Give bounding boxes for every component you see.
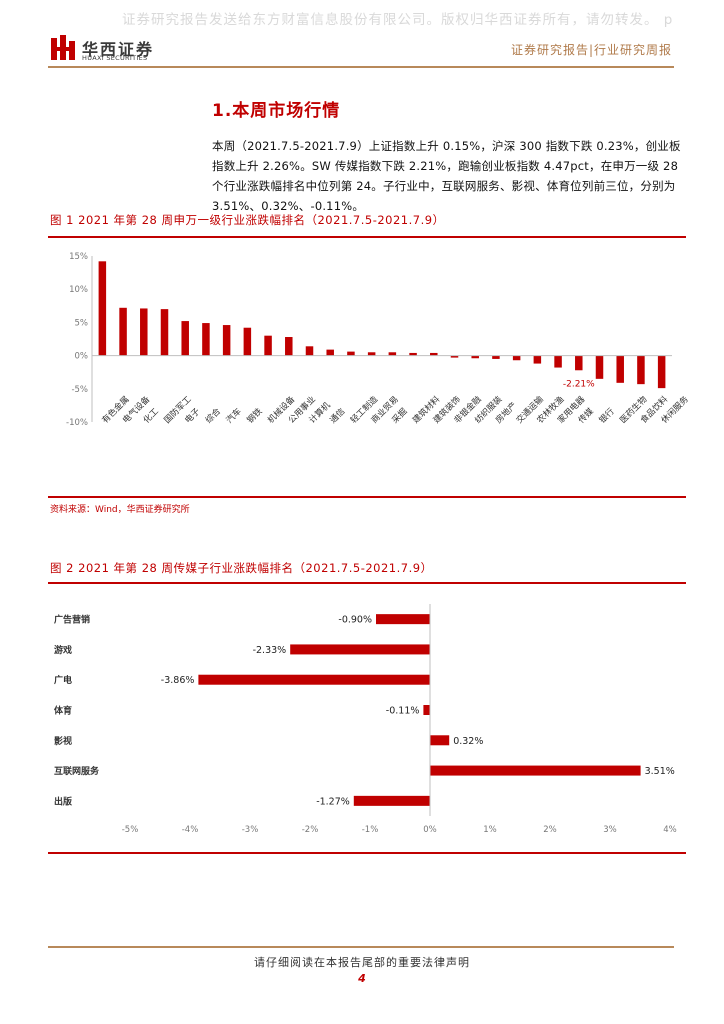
figure1-source: 资料来源：Wind，华西证券研究所 — [50, 505, 190, 515]
industry-bar — [98, 261, 107, 356]
x-tick-label: -2% — [302, 825, 319, 835]
x-tick-label: 0% — [423, 825, 437, 835]
industry-bar — [326, 349, 334, 356]
x-tick-label: 1% — [483, 825, 497, 835]
industry-category-label: 综合 — [203, 406, 223, 426]
subsector-bar — [353, 795, 430, 806]
page-number: 4 — [358, 972, 366, 985]
industry-bar — [637, 355, 645, 385]
industry-bar — [595, 355, 604, 379]
subsector-category-label: 游戏 — [54, 644, 72, 656]
y-tick-label: 10% — [69, 285, 88, 295]
industry-bar — [388, 352, 397, 356]
industry-bar — [140, 308, 148, 356]
industry-category-label: 汽车 — [224, 406, 244, 426]
figure2-title: 图 2 2021 年第 28 周传媒子行业涨跌幅排名（2021.7.5-2021… — [50, 561, 433, 575]
industry-bar — [202, 323, 210, 356]
subsector-category-label: 广电 — [54, 674, 72, 686]
brand-name-en: HUAXI SECURITIES — [82, 54, 148, 62]
footer-disclaimer: 请仔细阅读在本报告尾部的重要法律声明 — [254, 956, 470, 969]
x-tick-label: -4% — [182, 825, 199, 835]
industry-category-label: 钢铁 — [245, 406, 265, 426]
subsector-bar — [430, 735, 450, 746]
industry-bar — [305, 346, 314, 356]
subsector-category-label: 广告营销 — [54, 614, 90, 626]
y-tick-label: 5% — [75, 318, 89, 328]
report-type: 证券研究报告|行业研究周报 — [510, 43, 672, 57]
industry-bar — [367, 352, 376, 356]
subsector-category-label: 互联网服务 — [54, 765, 100, 777]
subsector-data-label: -1.27% — [316, 796, 350, 807]
section-title: 1.本周市场行情 — [212, 101, 341, 121]
subsector-bar — [198, 674, 430, 685]
subsector-category-label: 体育 — [54, 705, 72, 717]
chart-industry-ranking: 15%10%5%0%-5%-10% 有色金属电气设备化工 国防军工电子 综合 汽车 钢铁机… — [66, 252, 691, 428]
subsector-bar — [376, 614, 430, 625]
figure1-top-rule — [48, 236, 686, 238]
x-tick-label: 2% — [543, 825, 557, 835]
industry-bar — [119, 307, 127, 356]
y-tick-label: 0% — [75, 352, 89, 362]
y-tick-label: -10% — [66, 418, 88, 428]
brand-logo: 华西证券 HUAXI SECURITIES — [50, 34, 160, 64]
y-tick-label: 15% — [69, 252, 88, 262]
footer-divider — [48, 946, 674, 948]
industry-bar — [222, 325, 231, 356]
industry-bar — [533, 355, 542, 364]
industry-bar — [430, 352, 438, 356]
subsector-bar — [423, 705, 430, 715]
subsector-data-label: -3.86% — [161, 675, 195, 686]
x-tick-label: 4% — [663, 825, 677, 835]
industry-bar — [492, 355, 500, 359]
figure1-bottom-rule — [48, 496, 686, 498]
subsector-data-label: -0.90% — [338, 615, 372, 626]
subsector-data-label: -0.11% — [386, 706, 420, 717]
industry-bar — [181, 321, 189, 356]
subsector-data-label: -2.33% — [253, 645, 287, 656]
watermark: 证券研究报告发送给东方财富信息股份有限公司。版权归华西证券所有，请勿转发。 p — [122, 12, 674, 28]
industry-bar — [471, 355, 479, 359]
figure2-top-rule — [48, 582, 686, 584]
industry-data-label: -2.21% — [563, 379, 595, 389]
subsector-bar — [290, 644, 430, 655]
brand-name-cn: 华西证券 — [82, 40, 155, 59]
subsector-data-label: 0.32% — [453, 736, 483, 747]
industry-bar — [616, 355, 624, 383]
industry-bar — [409, 352, 417, 356]
subsector-category-label: 影视 — [54, 735, 72, 747]
subsector-data-label: 3.51% — [645, 766, 675, 777]
x-tick-label: -5% — [122, 825, 139, 835]
industry-bar — [347, 351, 355, 356]
industry-bar — [575, 355, 583, 371]
subsector-category-label: 出版 — [54, 795, 72, 807]
subsector-bar — [430, 765, 641, 776]
header-divider — [48, 66, 674, 68]
figure1-title: 图 1 2021 年第 28 周申万一级行业涨跌幅排名（2021.7.5-202… — [50, 213, 445, 227]
x-tick-label: -3% — [242, 825, 259, 835]
industry-bar — [243, 327, 252, 356]
figure2-bottom-rule — [48, 852, 686, 854]
y-tick-label: -5% — [71, 385, 88, 395]
industry-bar — [450, 355, 459, 358]
industry-bar — [512, 355, 521, 361]
section-paragraph: 本周（2021.7.5-2021.7.9）上证指数上升 0.15%，沪深 300… — [212, 139, 681, 213]
x-tick-label: -1% — [362, 825, 379, 835]
industry-category-label: 银行 — [597, 406, 617, 426]
industry-bar — [264, 335, 272, 356]
industry-bar — [285, 337, 293, 356]
chart-media-subsector-ranking: 广告营销 -0.90% 游戏 -2.33% 广电 -3.86% 体育 -0.11% 影视 0.32… — [54, 604, 677, 835]
industry-bar — [160, 309, 169, 356]
x-tick-label: 3% — [603, 825, 617, 835]
industry-bar — [554, 355, 562, 368]
huaxi-logo-icon — [51, 35, 75, 60]
industry-bar — [657, 355, 666, 389]
